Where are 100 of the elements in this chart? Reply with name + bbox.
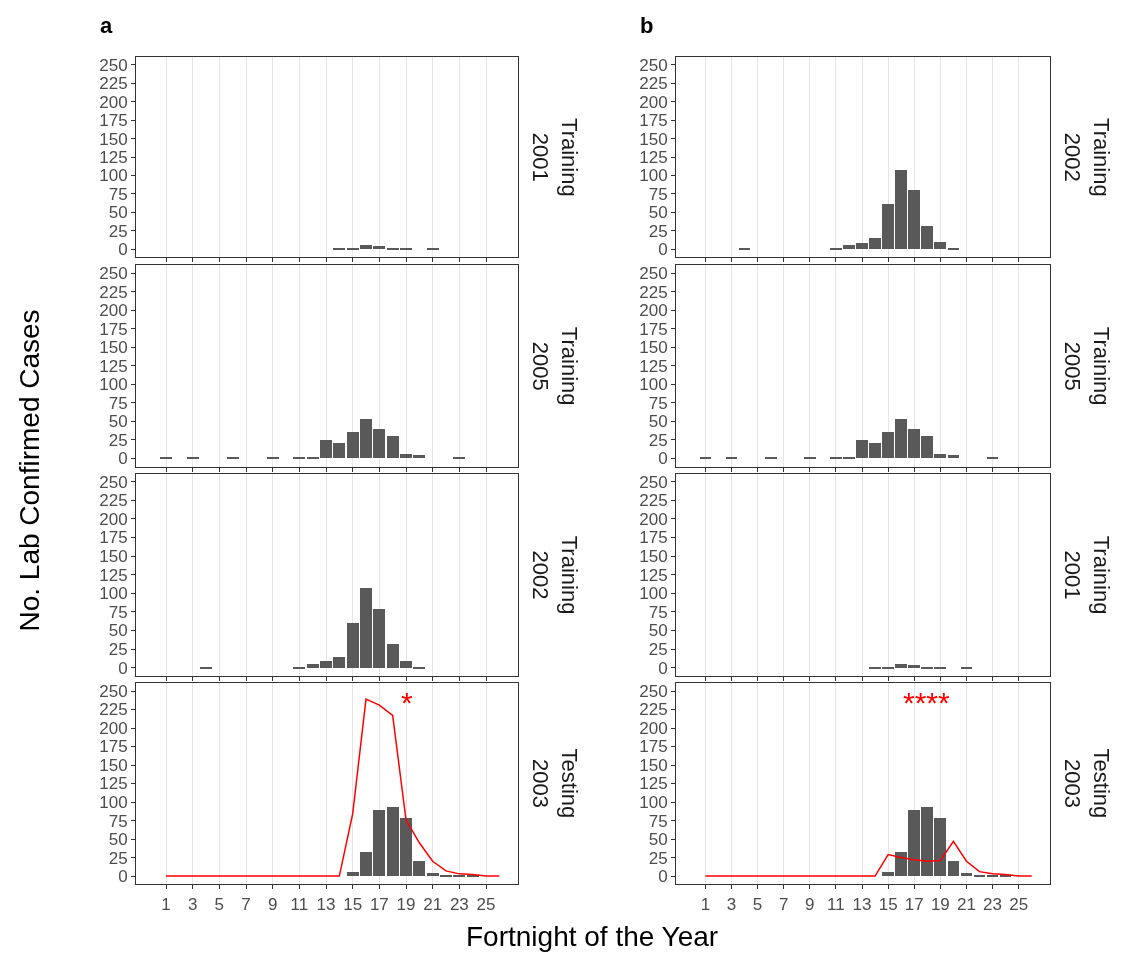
text: Training 2001 — [528, 118, 583, 197]
y-tick-label: 75 — [108, 811, 128, 831]
y-tick-label: 150 — [99, 755, 128, 775]
y-tick-label: 0 — [658, 867, 668, 887]
y-tick-label: 125 — [639, 565, 668, 585]
text: Training 2005 — [528, 326, 582, 406]
x-tick-label: 17 — [904, 894, 924, 914]
x-tick-label: 1 — [700, 894, 711, 914]
y-tick-label: 100 — [99, 793, 128, 812]
bar — [974, 874, 985, 877]
x-tick-label: 19 — [396, 894, 416, 914]
y-tick-label: 50 — [108, 621, 128, 641]
y-tick-label: 200 — [99, 301, 128, 321]
y-tick-label: 75 — [108, 393, 128, 413]
text: Training 2002 — [528, 535, 582, 615]
bar — [293, 666, 305, 669]
x-tick-label: 3 — [726, 894, 737, 914]
y-tick-label: 100 — [99, 584, 128, 604]
y-tick-label: 175 — [639, 111, 668, 131]
bar — [453, 457, 465, 460]
y-tick-label: 200 — [99, 92, 128, 112]
x-tick-label: 25 — [476, 894, 496, 914]
y-tick-label: 50 — [108, 203, 128, 223]
x-tick-label: 25 — [1009, 894, 1029, 914]
y-tick-label: 125 — [99, 565, 128, 585]
y-tick-label: 0 — [658, 240, 668, 260]
bar — [293, 457, 305, 460]
y-tick-label: 175 — [639, 319, 668, 339]
y-tick-label: 225 — [639, 282, 668, 302]
y-tick-label: 250 — [99, 264, 128, 284]
y-tick-label: 125 — [99, 774, 128, 794]
bar — [961, 872, 972, 876]
y-tick-label: 100 — [639, 793, 668, 812]
y-tick-label: 225 — [99, 282, 128, 302]
x-tick-label: 13 — [852, 894, 872, 914]
y-axis-title: No. Lab Confirmed Cases — [14, 309, 46, 632]
y-tick-label: 150 — [99, 129, 128, 149]
y-tick-label: 200 — [639, 92, 668, 112]
y-tick-label: 25 — [108, 640, 128, 660]
y-tick-label: 25 — [108, 848, 128, 868]
y-tick-label: 125 — [639, 356, 668, 376]
y-tick-label: 225 — [639, 491, 668, 511]
line-series — [704, 840, 1033, 877]
x-tick-label: 15 — [878, 894, 898, 914]
y-tick-label: 175 — [99, 319, 128, 339]
y-tick-label: 225 — [639, 74, 668, 94]
y-tick-label: 0 — [118, 867, 128, 887]
y-tick-label: 150 — [639, 755, 668, 775]
y-tick-label: 175 — [99, 528, 128, 548]
x-tick-label: 9 — [267, 894, 278, 914]
y-tick-label: 200 — [639, 301, 668, 321]
x-tick-label: 1 — [161, 894, 171, 914]
x-tick-label: 11 — [290, 894, 309, 914]
y-tick-label: 150 — [639, 129, 668, 149]
bar — [987, 874, 998, 877]
x-tick-label: 13 — [316, 894, 336, 914]
y-tick-label: 75 — [648, 811, 668, 831]
bar — [765, 457, 777, 460]
x-tick-label: 17 — [369, 894, 389, 914]
y-tick-label: 175 — [639, 737, 668, 757]
annotation: * — [401, 686, 413, 719]
y-tick-label: 125 — [639, 147, 668, 167]
y-tick-label: 50 — [648, 412, 668, 432]
x-tick-label: 7 — [778, 894, 789, 914]
bar — [700, 457, 711, 460]
chart-title: a — [100, 13, 113, 38]
y-tick-label: 25 — [648, 430, 668, 450]
y-tick-label: 175 — [99, 737, 128, 757]
y-tick-label: 250 — [639, 681, 668, 701]
y-tick-label: 150 — [99, 547, 128, 567]
x-axis-title: Fortnight of the Year — [466, 921, 719, 952]
y-tick-label: 50 — [648, 203, 668, 223]
y-tick-label: 75 — [108, 184, 128, 204]
y-tick-label: 0 — [118, 240, 128, 260]
y-tick-label: 225 — [99, 491, 128, 511]
y-tick-label: 250 — [99, 472, 128, 492]
x-tick-label: 5 — [214, 894, 225, 914]
bar — [948, 247, 959, 250]
y-tick-label: 225 — [639, 700, 668, 720]
bar — [987, 457, 998, 460]
y-tick-label: 225 — [99, 74, 128, 94]
y-tick-label: 100 — [639, 375, 668, 395]
bar — [804, 457, 816, 460]
y-tick-label: 250 — [99, 681, 128, 701]
text: Training 2001 — [1060, 535, 1114, 615]
y-tick-label: 125 — [639, 774, 668, 794]
y-tick-label: 0 — [658, 449, 668, 469]
bar — [200, 666, 212, 669]
x-tick-label: 21 — [423, 894, 443, 914]
y-tick-label: 75 — [648, 393, 668, 413]
y-tick-label: 50 — [648, 830, 668, 850]
y-tick-label: 100 — [99, 166, 128, 186]
y-tick-label: 150 — [639, 338, 668, 358]
y-tick-label: 200 — [99, 718, 128, 738]
bar — [160, 457, 172, 460]
bar — [267, 457, 279, 460]
y-tick-label: 100 — [99, 375, 128, 395]
x-tick-label: 7 — [241, 894, 251, 914]
y-tick-label: 50 — [648, 621, 668, 641]
y-tick-label: 25 — [648, 221, 668, 241]
